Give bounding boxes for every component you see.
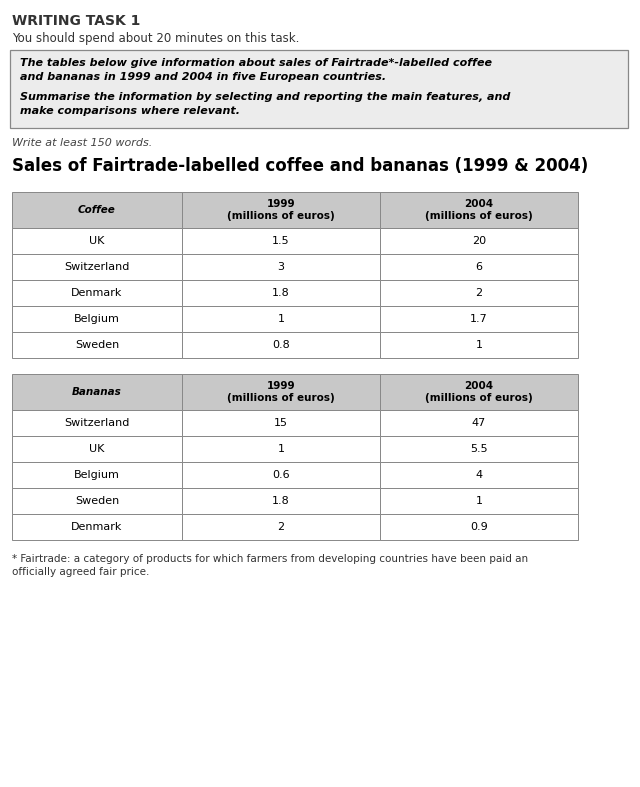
Bar xyxy=(182,280,380,306)
Text: 2: 2 xyxy=(476,288,483,298)
Text: 2004
(millions of euros): 2004 (millions of euros) xyxy=(425,199,533,221)
Bar xyxy=(380,514,578,540)
Text: 3: 3 xyxy=(278,262,285,272)
Bar xyxy=(12,436,182,462)
Bar xyxy=(12,332,182,358)
Text: 5.5: 5.5 xyxy=(470,444,488,454)
Bar xyxy=(182,462,380,488)
Bar xyxy=(380,332,578,358)
Text: make comparisons where relevant.: make comparisons where relevant. xyxy=(20,106,240,116)
Bar xyxy=(12,374,182,410)
Text: * Fairtrade: a category of products for which farmers from developing countries : * Fairtrade: a category of products for … xyxy=(12,554,528,564)
Bar xyxy=(182,306,380,332)
Bar xyxy=(182,192,380,228)
Text: UK: UK xyxy=(90,444,105,454)
Text: 2: 2 xyxy=(277,522,285,532)
Bar xyxy=(10,50,628,128)
Text: 20: 20 xyxy=(472,236,486,246)
Text: officially agreed fair price.: officially agreed fair price. xyxy=(12,567,149,577)
Text: The tables below give information about sales of Fairtrade*-labelled coffee: The tables below give information about … xyxy=(20,58,492,68)
Bar xyxy=(182,410,380,436)
Text: 1: 1 xyxy=(278,314,285,324)
Text: 6: 6 xyxy=(476,262,483,272)
Bar xyxy=(380,280,578,306)
Text: 1999
(millions of euros): 1999 (millions of euros) xyxy=(227,199,335,221)
Text: 1: 1 xyxy=(476,496,483,506)
Text: Belgium: Belgium xyxy=(74,314,120,324)
Bar xyxy=(380,254,578,280)
Text: You should spend about 20 minutes on this task.: You should spend about 20 minutes on thi… xyxy=(12,32,300,45)
Text: 1.8: 1.8 xyxy=(272,496,290,506)
Bar xyxy=(380,462,578,488)
Bar xyxy=(12,228,182,254)
Text: Summarise the information by selecting and reporting the main features, and: Summarise the information by selecting a… xyxy=(20,92,510,102)
Text: Write at least 150 words.: Write at least 150 words. xyxy=(12,138,152,148)
Text: Switzerland: Switzerland xyxy=(64,418,130,428)
Text: WRITING TASK 1: WRITING TASK 1 xyxy=(12,14,140,28)
Text: Sweden: Sweden xyxy=(75,340,119,350)
Text: 0.8: 0.8 xyxy=(272,340,290,350)
Text: UK: UK xyxy=(90,236,105,246)
Bar xyxy=(380,436,578,462)
Bar xyxy=(380,192,578,228)
Bar xyxy=(12,306,182,332)
Text: 1: 1 xyxy=(278,444,285,454)
Text: 4: 4 xyxy=(476,470,483,480)
Text: 1.5: 1.5 xyxy=(272,236,290,246)
Text: 2004
(millions of euros): 2004 (millions of euros) xyxy=(425,381,533,403)
Text: 1999
(millions of euros): 1999 (millions of euros) xyxy=(227,381,335,403)
Bar xyxy=(182,488,380,514)
Text: 1: 1 xyxy=(476,340,483,350)
Bar xyxy=(380,410,578,436)
Bar xyxy=(182,228,380,254)
Bar xyxy=(12,488,182,514)
Text: 1.7: 1.7 xyxy=(470,314,488,324)
Text: Sales of Fairtrade-labelled coffee and bananas (1999 & 2004): Sales of Fairtrade-labelled coffee and b… xyxy=(12,157,588,175)
Bar xyxy=(380,306,578,332)
Bar xyxy=(12,280,182,306)
Bar xyxy=(12,410,182,436)
Text: and bananas in 1999 and 2004 in five European countries.: and bananas in 1999 and 2004 in five Eur… xyxy=(20,72,386,82)
Bar xyxy=(12,462,182,488)
Bar xyxy=(12,192,182,228)
Bar xyxy=(380,228,578,254)
Bar xyxy=(182,436,380,462)
Text: 47: 47 xyxy=(472,418,486,428)
Bar xyxy=(380,374,578,410)
Text: 0.6: 0.6 xyxy=(272,470,290,480)
Text: Denmark: Denmark xyxy=(71,288,123,298)
Bar xyxy=(182,374,380,410)
Text: 0.9: 0.9 xyxy=(470,522,488,532)
Bar xyxy=(12,514,182,540)
Text: Coffee: Coffee xyxy=(78,205,116,215)
Text: Switzerland: Switzerland xyxy=(64,262,130,272)
Text: Denmark: Denmark xyxy=(71,522,123,532)
Text: Bananas: Bananas xyxy=(72,387,122,397)
Bar xyxy=(182,514,380,540)
Text: 15: 15 xyxy=(274,418,288,428)
Text: Belgium: Belgium xyxy=(74,470,120,480)
Bar xyxy=(380,488,578,514)
Text: Sweden: Sweden xyxy=(75,496,119,506)
Text: 1.8: 1.8 xyxy=(272,288,290,298)
Bar xyxy=(182,332,380,358)
Bar xyxy=(12,254,182,280)
Bar xyxy=(182,254,380,280)
